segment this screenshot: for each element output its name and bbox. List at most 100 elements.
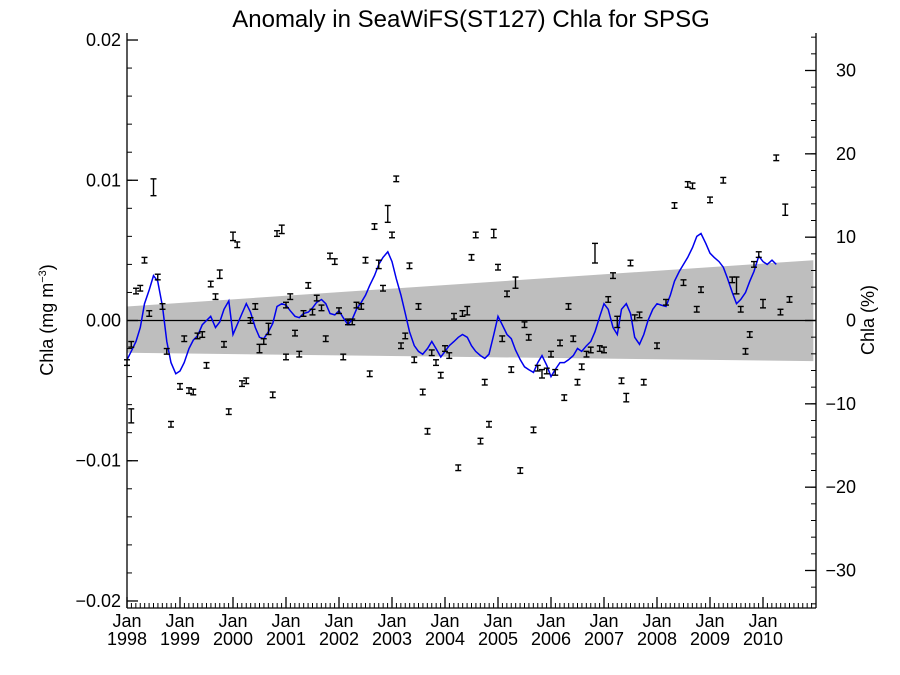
y-axis-left-title-main: Chla (mg m: [37, 283, 57, 376]
anomaly-point: [623, 392, 630, 403]
anomaly-point: [786, 295, 793, 303]
anomaly-point: [760, 298, 766, 309]
x-tick-label-month: Jan: [324, 611, 353, 631]
anomaly-point: [570, 335, 577, 343]
anomaly-point: [128, 340, 135, 348]
anomaly-point: [777, 308, 784, 316]
anomaly-point: [557, 339, 564, 347]
y-left-tick-label: 0.02: [86, 30, 121, 50]
trend-uncertainty-band: [127, 260, 814, 362]
anomaly-point: [239, 380, 246, 388]
anomaly-point: [521, 321, 528, 329]
anomaly-point: [451, 312, 458, 320]
anomaly-point: [150, 178, 157, 197]
anomaly-point: [428, 349, 435, 357]
x-tick-label-year: 2005: [478, 629, 518, 649]
anomaly-point: [190, 388, 197, 396]
anomaly-point: [283, 301, 289, 309]
anomaly-point: [159, 302, 166, 310]
trend-band-layer: [127, 260, 814, 362]
anomaly-point: [742, 347, 749, 355]
anomaly-point: [353, 301, 360, 309]
anomaly-point: [481, 378, 488, 386]
anomaly-point: [216, 269, 223, 280]
x-tick-label-month: Jan: [112, 611, 141, 631]
anomaly-point: [300, 309, 307, 317]
anomaly-point: [565, 302, 572, 310]
x-tick-label-month: Jan: [377, 611, 406, 631]
y-right-tick-label: −20: [825, 477, 856, 497]
x-tick-label-month: Jan: [748, 611, 777, 631]
anomaly-point: [534, 364, 541, 372]
anomaly-point: [538, 368, 545, 379]
y-axis-right-ticks: 30 20 10 0 −10 −20 −30: [805, 36, 856, 605]
x-tick-label-year: 2000: [213, 629, 253, 649]
x-tick-label-month: Jan: [218, 611, 247, 631]
anomaly-point: [128, 408, 135, 424]
anomaly-point: [340, 353, 347, 361]
y-left-tick-label: 0.00: [86, 311, 121, 331]
anomaly-point: [133, 287, 140, 295]
x-tick-label-month: Jan: [271, 611, 300, 631]
anomaly-point: [163, 347, 170, 355]
anomaly-point: [654, 342, 660, 350]
anomaly-point: [583, 350, 590, 358]
anomaly-point: [336, 307, 342, 315]
anomaly-point: [167, 420, 174, 428]
y-axis-left-title-end: ): [37, 264, 57, 270]
anomaly-point: [243, 377, 250, 385]
x-tick-label-month: Jan: [589, 611, 618, 631]
anomaly-point: [230, 231, 236, 242]
anomaly-point: [203, 361, 210, 369]
anomaly-point: [283, 353, 289, 361]
anomaly-point: [750, 260, 757, 268]
anomaly-point: [358, 302, 365, 310]
anomaly-point: [512, 276, 519, 289]
anomaly-point: [663, 298, 670, 306]
anomaly-point: [543, 367, 550, 375]
anomaly-point: [610, 272, 617, 280]
x-tick-label-month: Jan: [536, 611, 565, 631]
anomaly-point: [207, 280, 214, 288]
x-tick-label-year: 2002: [319, 629, 359, 649]
x-tick-label-year: 2003: [372, 629, 412, 649]
x-tick-label-year: 2006: [531, 629, 571, 649]
anomaly-point: [627, 259, 634, 267]
x-tick-label-year: 2008: [637, 629, 677, 649]
anomaly-point: [349, 318, 356, 326]
anomaly-point: [689, 182, 696, 190]
anomaly-point: [154, 273, 161, 281]
anomaly-point: [587, 346, 594, 354]
y-right-tick-label: 20: [836, 144, 856, 164]
anomaly-point: [596, 345, 603, 353]
x-tick-label-year: 1998: [107, 629, 147, 649]
anomaly-point: [485, 420, 492, 428]
anomaly-point: [442, 345, 448, 353]
anomaly-point: [273, 230, 280, 238]
x-tick-label-month: Jan: [695, 611, 724, 631]
anomaly-point: [548, 350, 554, 358]
anomaly-point: [389, 231, 395, 239]
anomaly-point: [671, 201, 678, 210]
anomaly-point: [468, 253, 475, 261]
anomaly-point: [177, 382, 183, 390]
anomaly-point: [265, 322, 272, 336]
anomaly-point: [393, 175, 400, 183]
anomaly-point: [220, 340, 227, 348]
y-right-tick-label: −10: [825, 394, 856, 414]
anomaly-point: [181, 335, 188, 343]
anomaly-point: [746, 331, 753, 339]
anomaly-point: [186, 387, 193, 395]
anomaly-point: [384, 204, 391, 224]
anomaly-point: [406, 262, 413, 270]
anomaly-point: [636, 311, 643, 319]
anomaly-point: [296, 350, 303, 358]
anomaly-point: [318, 304, 325, 312]
anomaly-point: [366, 370, 373, 378]
anomaly-point: [313, 294, 320, 302]
anomaly-point: [574, 378, 581, 386]
anomaly-point: [309, 308, 316, 316]
anomaly-point: [561, 394, 568, 402]
anomaly-point: [455, 464, 462, 472]
